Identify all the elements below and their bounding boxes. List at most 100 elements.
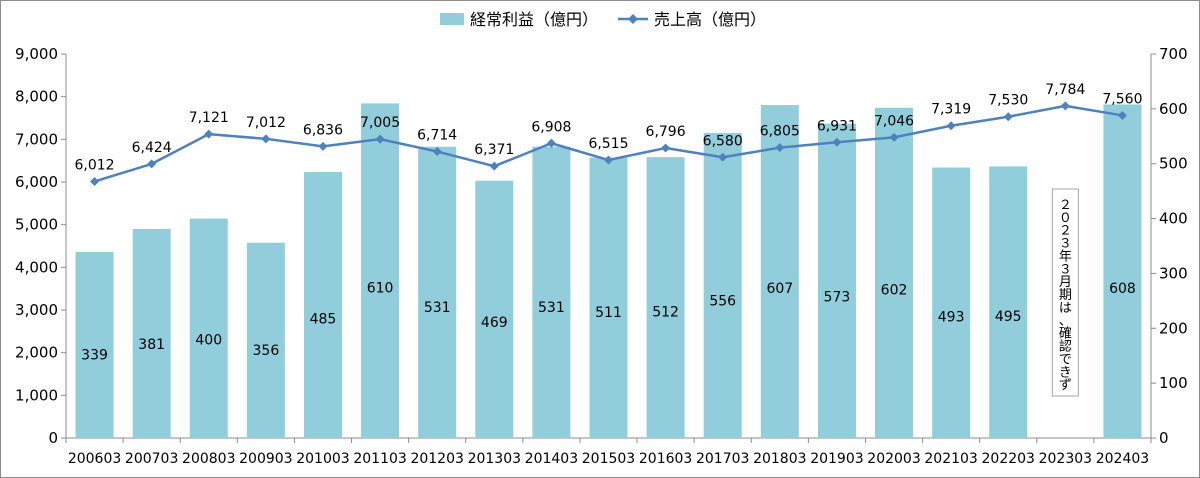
x-axis-tick-label: 200703 bbox=[125, 451, 178, 467]
x-axis-tick-label: 202403 bbox=[1096, 451, 1149, 467]
line-point bbox=[147, 159, 157, 169]
left-axis-tick-label: 2,000 bbox=[15, 344, 58, 362]
right-axis-tick-label: 500 bbox=[1159, 155, 1188, 173]
line-value-label: 6,424 bbox=[132, 140, 172, 156]
line-point bbox=[261, 134, 271, 144]
line-value-label: 7,121 bbox=[189, 110, 229, 126]
line-point bbox=[889, 132, 899, 142]
left-axis-tick-label: 5,000 bbox=[15, 216, 58, 234]
line-value-label: 6,836 bbox=[303, 122, 343, 138]
line-value-label: 6,931 bbox=[817, 118, 857, 134]
line-point bbox=[1117, 110, 1127, 120]
right-axis-tick-label: 200 bbox=[1159, 319, 1188, 337]
left-axis-tick-label: 4,000 bbox=[15, 258, 58, 276]
x-axis-tick-label: 201603 bbox=[639, 451, 692, 467]
annotation-text: ２０２３年３月期は、確認できず bbox=[1059, 198, 1072, 393]
line-point bbox=[718, 152, 728, 162]
bar bbox=[418, 146, 457, 439]
right-axis-tick-label: 600 bbox=[1159, 100, 1188, 118]
bar-value-label: 495 bbox=[995, 309, 1022, 325]
bar bbox=[875, 107, 914, 438]
legend-line-marker bbox=[628, 14, 638, 24]
x-axis-tick-label: 201903 bbox=[810, 451, 863, 467]
line-series bbox=[90, 101, 1127, 186]
bar-value-label: 485 bbox=[310, 311, 337, 327]
line-point bbox=[90, 176, 100, 186]
line-point bbox=[661, 143, 671, 153]
line-point bbox=[489, 161, 499, 171]
right-axis-tick-label: 700 bbox=[1159, 45, 1188, 63]
line-point bbox=[604, 155, 613, 165]
x-axis-tick-label: 201003 bbox=[296, 451, 349, 467]
x-axis-tick-label: 202003 bbox=[867, 451, 920, 467]
bar bbox=[932, 167, 971, 438]
line-value-label: 7,319 bbox=[931, 102, 971, 118]
line-point bbox=[546, 138, 556, 148]
left-axis-tick-label: 9,000 bbox=[15, 45, 58, 63]
right-axis-tick-label: 100 bbox=[1159, 374, 1188, 392]
x-axis-tick-label: 201703 bbox=[696, 451, 749, 467]
line-value-label: 7,046 bbox=[874, 113, 914, 129]
bar bbox=[475, 180, 514, 438]
bar-value-label: 469 bbox=[481, 315, 508, 331]
annotation-box bbox=[1051, 188, 1079, 397]
line-point bbox=[1003, 112, 1013, 122]
left-axis-tick-label: 3,000 bbox=[15, 301, 58, 319]
bar-value-label: 493 bbox=[938, 309, 965, 325]
line-point bbox=[204, 129, 214, 139]
bar-value-label: 573 bbox=[824, 290, 851, 306]
bar bbox=[132, 228, 171, 438]
bar-value-label: 556 bbox=[709, 294, 736, 310]
line-value-label: 6,012 bbox=[75, 157, 115, 173]
right-axis-tick-label: 0 bbox=[1159, 429, 1169, 447]
bar-value-label: 512 bbox=[652, 305, 679, 321]
axes: 0 1,000 2,000 3,000 4,000 5,000 6,000 7,000 8,00… bbox=[15, 45, 1188, 467]
line-point bbox=[432, 147, 442, 157]
bar-value-label: 607 bbox=[766, 281, 793, 297]
bar bbox=[189, 218, 228, 438]
bar-value-label: 381 bbox=[138, 337, 165, 353]
left-axis-tick-label: 0 bbox=[48, 429, 58, 447]
legend: 経常利益（億円） 売上高（億円） bbox=[440, 10, 766, 29]
legend-bar-swatch bbox=[440, 13, 464, 25]
bar-value-label: 400 bbox=[195, 332, 222, 348]
left-axis-tick-label: 8,000 bbox=[15, 88, 58, 106]
x-axis-tick-label: 201803 bbox=[753, 451, 806, 467]
x-axis-tick-label: 200903 bbox=[239, 451, 292, 467]
line-value-label: 6,515 bbox=[588, 136, 628, 152]
right-axis-tick-label: 400 bbox=[1159, 210, 1188, 228]
annotation: ２０２３年３月期は、確認できず bbox=[1051, 188, 1079, 397]
line-value-label: 6,796 bbox=[646, 124, 686, 140]
bar bbox=[303, 171, 342, 438]
line-value-label: 7,560 bbox=[1102, 91, 1142, 107]
bar bbox=[532, 146, 571, 439]
x-axis-tick-label: 201503 bbox=[582, 451, 635, 467]
line-point bbox=[1060, 101, 1070, 111]
x-axis-tick-label: 201103 bbox=[353, 451, 406, 467]
bar-value-label: 610 bbox=[367, 280, 394, 296]
x-axis-tick-label: 201303 bbox=[468, 451, 521, 467]
line-value-label: 6,714 bbox=[417, 128, 457, 144]
bar-value-label: 602 bbox=[881, 282, 908, 298]
bar-value-label: 356 bbox=[253, 343, 280, 359]
bar bbox=[246, 242, 285, 438]
line-value-label: 7,784 bbox=[1045, 82, 1085, 98]
bar bbox=[989, 166, 1028, 438]
line-point bbox=[832, 137, 842, 147]
bar bbox=[646, 157, 685, 439]
left-axis-tick-label: 6,000 bbox=[15, 173, 58, 191]
bar-value-label: 531 bbox=[424, 300, 451, 316]
legend-bar-label: 経常利益（億円） bbox=[470, 10, 598, 29]
x-axis-tick-label: 202203 bbox=[982, 451, 1035, 467]
line-value-label: 6,908 bbox=[531, 119, 571, 135]
line-value-label: 7,012 bbox=[246, 115, 286, 131]
bar bbox=[817, 123, 856, 438]
left-axis-tick-label: 7,000 bbox=[15, 130, 58, 148]
left-axis-tick-label: 1,000 bbox=[15, 386, 58, 404]
x-axis-tick-label: 201203 bbox=[410, 451, 463, 467]
bar bbox=[703, 132, 742, 438]
bar-value-label: 531 bbox=[538, 300, 565, 316]
line-value-label: 6,805 bbox=[760, 124, 800, 140]
x-axis-tick-label: 201403 bbox=[525, 451, 578, 467]
